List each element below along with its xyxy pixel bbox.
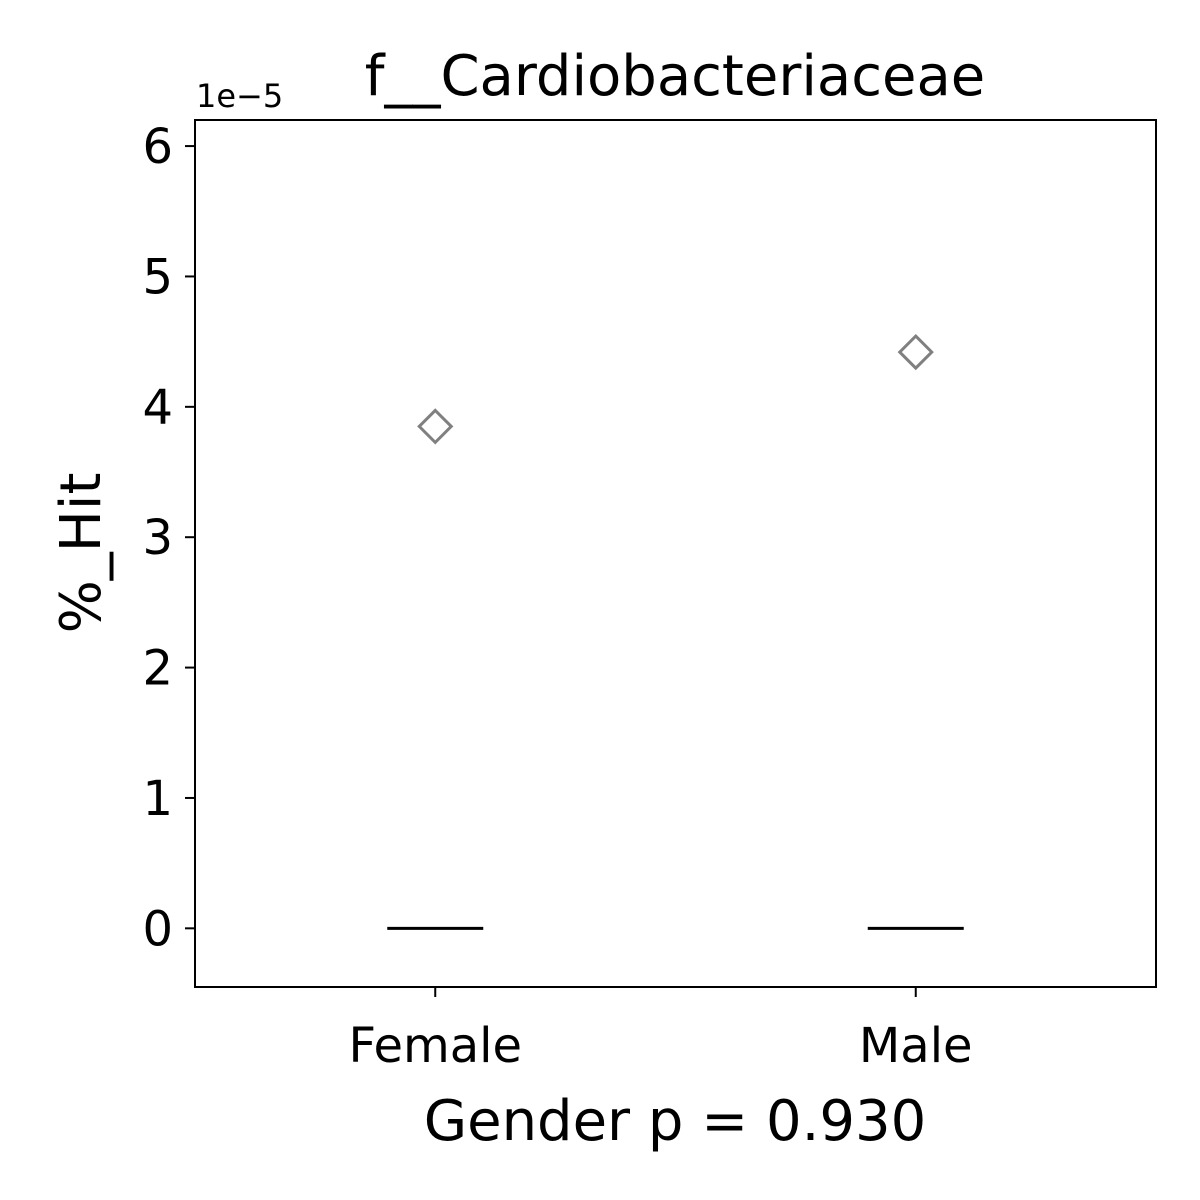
- y-offset-label: 1e−5: [196, 77, 283, 115]
- y-tick-label: 4: [142, 380, 173, 436]
- x-tick-label: Female: [348, 1018, 522, 1074]
- y-tick-label: 6: [142, 119, 173, 175]
- y-tick-label: 5: [142, 249, 173, 305]
- y-tick-label: 3: [142, 510, 173, 566]
- y-tick-label: 2: [142, 641, 173, 697]
- plot-area: [194, 119, 1157, 988]
- outlier-marker: [897, 333, 934, 371]
- x-axis: Female Male: [348, 987, 973, 1074]
- y-tick-label: 0: [142, 901, 173, 957]
- boxes: [387, 333, 964, 930]
- y-tick-label: 1: [142, 771, 173, 827]
- y-axis: 0 1 2 3 4 5 6: [142, 119, 195, 957]
- x-tick-label: Male: [859, 1018, 973, 1074]
- outlier-marker: [417, 408, 454, 445]
- chart-title: f__Cardiobacteriaceae: [365, 44, 986, 109]
- y-axis-label: %_Hit: [49, 473, 114, 634]
- x-axis-label: Gender p = 0.930: [424, 1089, 927, 1154]
